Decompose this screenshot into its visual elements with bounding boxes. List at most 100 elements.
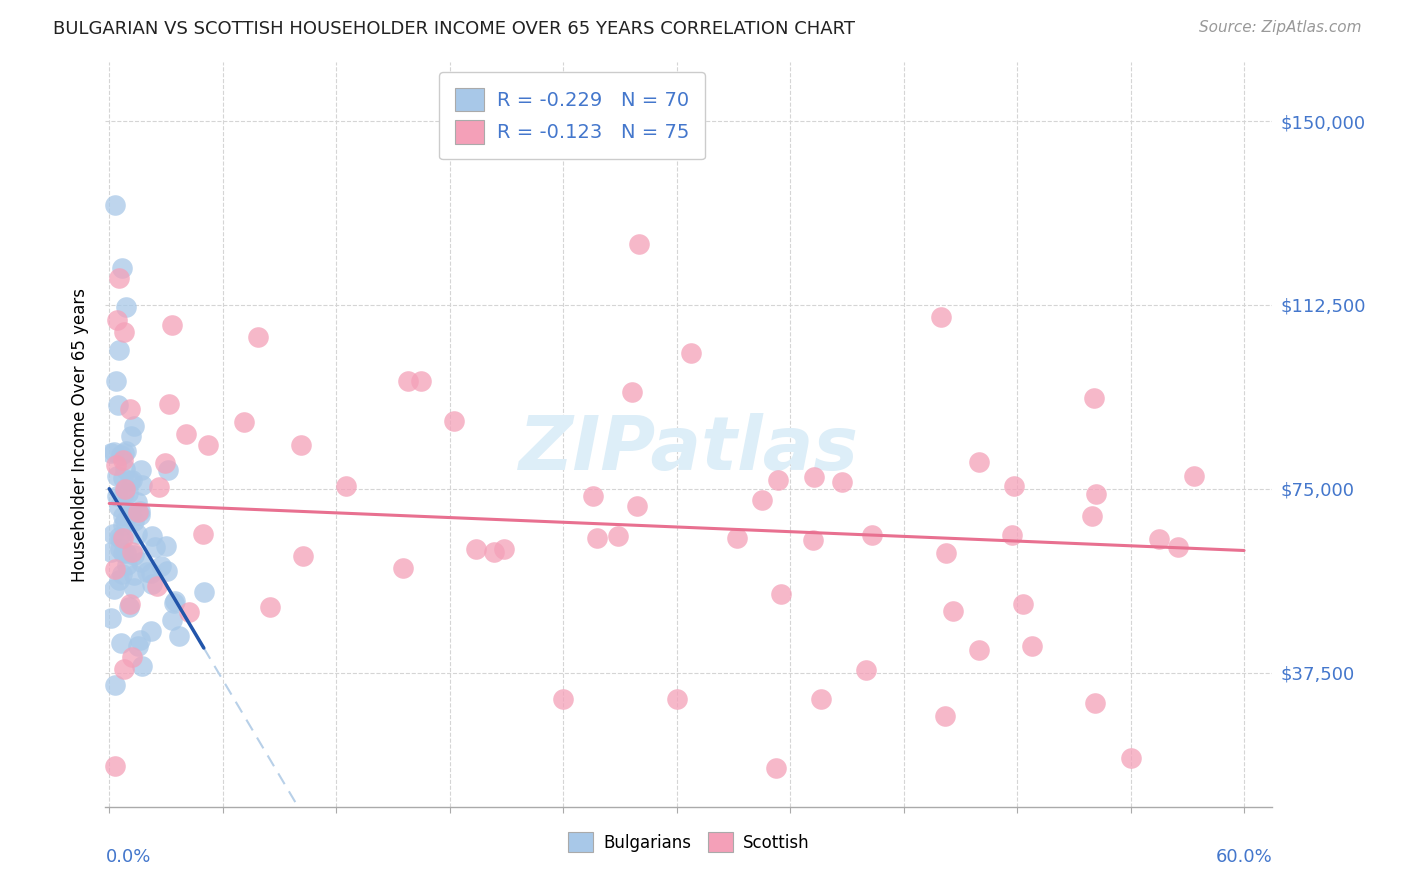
Point xyxy=(111,453,134,467)
Point xyxy=(100,610,122,624)
Point xyxy=(112,325,135,339)
Point xyxy=(127,504,149,518)
Point xyxy=(1002,479,1025,493)
Point xyxy=(141,577,163,591)
Point xyxy=(121,649,143,664)
Point xyxy=(855,663,877,677)
Point xyxy=(1167,541,1189,555)
Point xyxy=(769,586,792,600)
Point xyxy=(114,462,136,476)
Point xyxy=(942,604,965,618)
Point xyxy=(104,759,127,773)
Point xyxy=(163,596,186,610)
Point xyxy=(104,197,127,211)
Point xyxy=(396,374,419,388)
Text: Source: ZipAtlas.com: Source: ZipAtlas.com xyxy=(1198,20,1361,35)
Point xyxy=(118,402,141,417)
Point xyxy=(108,343,131,357)
Point xyxy=(335,479,357,493)
Point xyxy=(665,692,688,706)
Point xyxy=(1012,598,1035,612)
Point xyxy=(107,490,129,504)
Point xyxy=(105,469,128,483)
Point xyxy=(112,446,135,460)
Point xyxy=(107,398,129,412)
Point xyxy=(259,599,281,614)
Point xyxy=(111,471,134,485)
Point xyxy=(129,463,152,477)
Point xyxy=(193,584,215,599)
Point xyxy=(392,560,415,574)
Point xyxy=(765,761,787,775)
Point xyxy=(165,594,187,608)
Point xyxy=(1001,527,1024,541)
Point xyxy=(100,446,122,460)
Point xyxy=(131,477,153,491)
Point xyxy=(1084,486,1107,500)
Point xyxy=(620,384,643,399)
Point xyxy=(104,562,127,576)
Point xyxy=(155,456,177,470)
Point xyxy=(105,458,128,473)
Point xyxy=(233,415,256,429)
Point xyxy=(191,527,214,541)
Point xyxy=(112,509,135,524)
Point xyxy=(801,533,824,548)
Point xyxy=(122,514,145,528)
Point xyxy=(128,504,150,518)
Point xyxy=(150,558,173,573)
Point xyxy=(934,708,956,723)
Point xyxy=(115,558,138,572)
Point xyxy=(679,346,702,360)
Point xyxy=(725,531,748,545)
Point xyxy=(122,548,145,562)
Point xyxy=(831,475,853,489)
Point xyxy=(114,514,136,528)
Point xyxy=(121,473,143,487)
Point xyxy=(751,492,773,507)
Point xyxy=(627,236,650,251)
Point xyxy=(120,429,142,443)
Point xyxy=(131,658,153,673)
Point xyxy=(582,490,605,504)
Point xyxy=(122,568,145,582)
Point xyxy=(967,455,990,469)
Point xyxy=(121,544,143,558)
Point xyxy=(139,624,162,638)
Point xyxy=(115,301,138,315)
Point xyxy=(935,545,957,559)
Point xyxy=(112,546,135,560)
Text: ZIPatlas: ZIPatlas xyxy=(519,413,859,486)
Text: 0.0%: 0.0% xyxy=(105,848,150,866)
Point xyxy=(1084,697,1107,711)
Point xyxy=(129,633,152,648)
Point xyxy=(1147,532,1170,546)
Point xyxy=(103,444,125,458)
Point xyxy=(114,482,136,496)
Point xyxy=(127,639,149,653)
Point xyxy=(553,692,575,706)
Point xyxy=(107,530,129,544)
Text: 60.0%: 60.0% xyxy=(1216,848,1272,866)
Point xyxy=(115,443,138,458)
Point xyxy=(585,532,607,546)
Point xyxy=(443,414,465,428)
Point xyxy=(118,599,141,614)
Point xyxy=(111,517,134,532)
Point xyxy=(148,480,170,494)
Point xyxy=(803,469,825,483)
Point xyxy=(1083,391,1105,405)
Point xyxy=(409,375,432,389)
Point xyxy=(810,692,832,706)
Point xyxy=(197,438,219,452)
Point xyxy=(1081,508,1104,523)
Point xyxy=(157,463,180,477)
Point xyxy=(160,614,183,628)
Point xyxy=(492,541,515,556)
Point xyxy=(1021,639,1043,653)
Point xyxy=(127,495,149,509)
Legend: Bulgarians, Scottish: Bulgarians, Scottish xyxy=(558,822,820,863)
Point xyxy=(125,526,148,541)
Point xyxy=(110,533,132,547)
Point xyxy=(1119,751,1142,765)
